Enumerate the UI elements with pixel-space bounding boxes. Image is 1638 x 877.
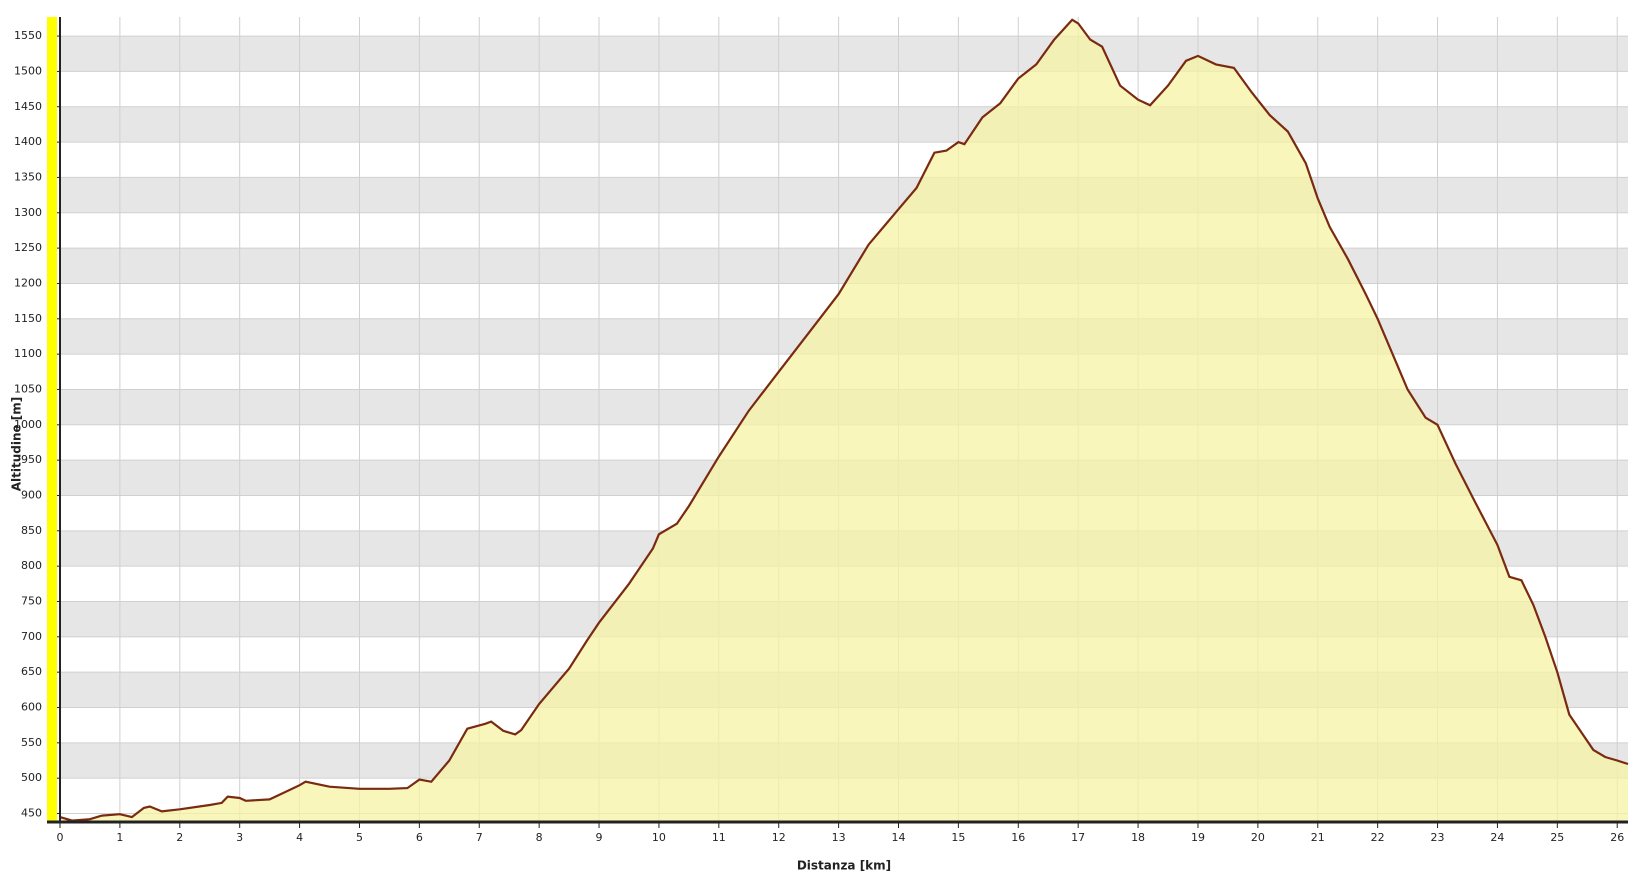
x-tick-label: 10 <box>652 831 666 844</box>
y-tick-label: 1100 <box>14 347 42 360</box>
y-tick-label: 800 <box>21 559 42 572</box>
x-tick-label: 4 <box>296 831 303 844</box>
x-tick-label: 0 <box>57 831 64 844</box>
y-tick-label: 950 <box>21 453 42 466</box>
x-tick-label: 12 <box>772 831 786 844</box>
x-axis-label: Distanza [km] <box>797 859 891 873</box>
x-tick-label: 11 <box>712 831 726 844</box>
x-tick-label: 2 <box>176 831 183 844</box>
y-tick-label: 1250 <box>14 241 42 254</box>
x-tick-label: 15 <box>951 831 965 844</box>
y-tick-label: 1350 <box>14 170 42 183</box>
x-tick-label: 16 <box>1011 831 1025 844</box>
y-tick-label: 600 <box>21 701 42 714</box>
x-tick-label: 14 <box>892 831 906 844</box>
x-tick-label: 20 <box>1251 831 1265 844</box>
area <box>60 19 1628 823</box>
grid-band <box>60 36 1628 72</box>
y-tick-label: 1200 <box>14 276 42 289</box>
y-tick-label: 1500 <box>14 64 42 77</box>
y-tick-label: 900 <box>21 488 42 501</box>
x-tick-label: 1 <box>116 831 123 844</box>
x-tick-label: 5 <box>356 831 363 844</box>
x-tick-label: 13 <box>832 831 846 844</box>
y-tick-label: 1150 <box>14 312 42 325</box>
grid-band <box>60 248 1628 284</box>
x-tick-label: 22 <box>1371 831 1385 844</box>
y-tick-label: 500 <box>21 771 42 784</box>
y-tick-label: 1450 <box>14 100 42 113</box>
y-tick-label: 750 <box>21 594 42 607</box>
x-tick-label: 25 <box>1550 831 1564 844</box>
y-tick-label: 1550 <box>14 29 42 42</box>
x-tick-label: 19 <box>1191 831 1205 844</box>
line <box>59 18 1629 822</box>
grid-band <box>60 106 1628 143</box>
grid-band <box>60 177 1628 213</box>
y-tick-label: 1400 <box>14 135 42 148</box>
x-tick-label: 6 <box>416 831 423 844</box>
y-axis-strip <box>47 17 57 822</box>
x-tick-label: 3 <box>236 831 243 844</box>
y-tick-label: 1300 <box>14 206 42 219</box>
x-tick-label: 23 <box>1431 831 1445 844</box>
x-tick-label: 26 <box>1610 831 1624 844</box>
y-tick-label: 450 <box>21 807 42 820</box>
x-tick-label: 21 <box>1311 831 1325 844</box>
y-tick-label: 850 <box>21 524 42 537</box>
y-tick-label: 550 <box>21 736 42 749</box>
x-tick-label: 9 <box>596 831 603 844</box>
x-tick-label: 8 <box>536 831 543 844</box>
y-axis-label: Altitudine [m] <box>10 397 24 492</box>
x-tick-label: 7 <box>476 831 483 844</box>
y-tick-label: 650 <box>21 665 42 678</box>
x-tick-label: 17 <box>1071 831 1085 844</box>
x-tick-label: 24 <box>1490 831 1504 844</box>
y-tick-label: 1050 <box>14 382 42 395</box>
x-tick-label: 18 <box>1131 831 1145 844</box>
y-tick-label: 700 <box>21 630 42 643</box>
y-tick-label: 1000 <box>14 418 42 431</box>
